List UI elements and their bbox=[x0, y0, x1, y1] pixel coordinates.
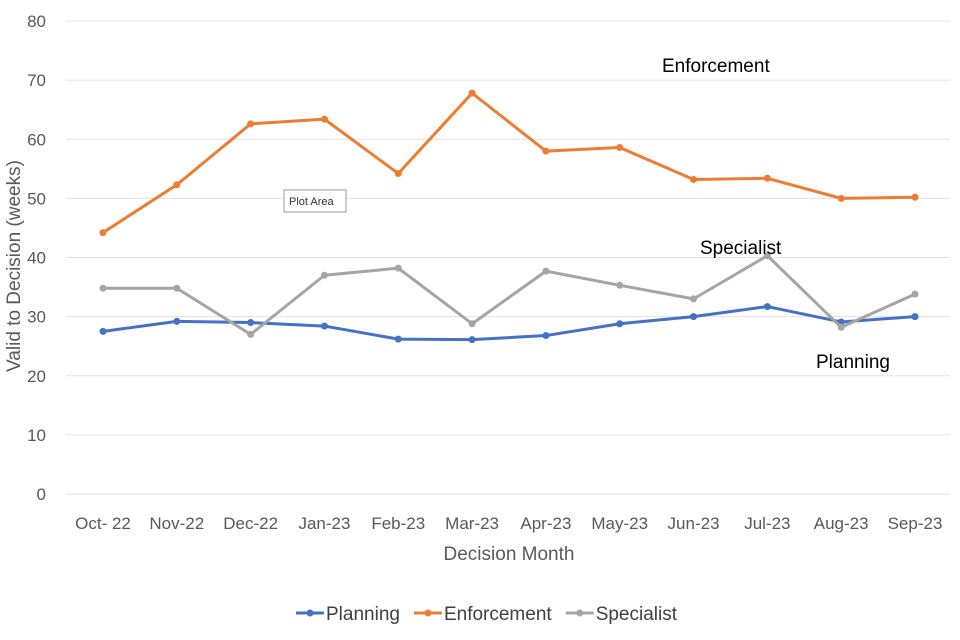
x-tick-label: Jan-23 bbox=[298, 514, 350, 533]
planning-point bbox=[247, 319, 255, 327]
x-tick-label: Apr-23 bbox=[520, 514, 571, 533]
enforcement-line bbox=[101, 91, 917, 235]
planning-line bbox=[101, 305, 917, 342]
specialist-annotation: Specialist bbox=[700, 238, 782, 259]
planning-annotation: Planning bbox=[816, 352, 890, 373]
enforcement-point bbox=[99, 229, 107, 237]
planning-point bbox=[394, 335, 402, 343]
planning-point bbox=[468, 336, 476, 344]
x-tick-label: Sep-23 bbox=[888, 514, 943, 533]
gridlines bbox=[66, 20, 950, 495]
y-tick-label: 10 bbox=[27, 426, 46, 445]
enforcement-series bbox=[99, 89, 919, 237]
enforcement-point bbox=[542, 147, 550, 155]
y-tick-label: 50 bbox=[27, 189, 46, 208]
legend-item-specialist: Specialist bbox=[565, 604, 678, 625]
y-tick-label: 30 bbox=[27, 308, 46, 327]
y-tick-label: 0 bbox=[37, 485, 46, 504]
specialist-point bbox=[690, 295, 698, 303]
x-tick-label: Jun-23 bbox=[668, 514, 720, 533]
planning-point bbox=[320, 322, 328, 330]
x-tick-labels: Oct- 22 Nov-22 Dec-22 Jan-23 Feb-23 Mar-23 Apr… bbox=[75, 514, 942, 533]
specialist-series bbox=[99, 252, 919, 338]
legend-marker-enforcement bbox=[424, 609, 432, 617]
enforcement-point bbox=[616, 144, 624, 152]
enforcement-point bbox=[468, 89, 476, 97]
x-tick-label: Mar-23 bbox=[445, 514, 499, 533]
y-axis-title: Valid to Decision (weeks) bbox=[4, 160, 25, 372]
specialist-point bbox=[616, 281, 624, 289]
legend-item-planning: Planning bbox=[296, 604, 400, 625]
enforcement-point bbox=[763, 174, 771, 182]
enforcement-point bbox=[320, 115, 328, 123]
enforcement-point bbox=[911, 193, 919, 201]
enforcement-annotation: Enforcement bbox=[662, 56, 770, 77]
specialist-point bbox=[320, 271, 328, 279]
y-tick-label: 70 bbox=[27, 71, 46, 90]
planning-point bbox=[173, 317, 181, 325]
plot-area-tooltip: Plot Area bbox=[283, 189, 347, 213]
enforcement-point bbox=[173, 181, 181, 189]
specialist-point bbox=[173, 284, 181, 292]
x-tick-label: Nov-22 bbox=[149, 514, 204, 533]
specialist-point bbox=[468, 320, 476, 328]
specialist-point bbox=[247, 330, 255, 338]
plot-area-tooltip-box bbox=[283, 189, 347, 213]
specialist-point bbox=[394, 264, 402, 272]
legend: Planning Enforcement Specialist bbox=[296, 604, 678, 625]
planning-series bbox=[99, 303, 919, 344]
plot-area-tooltip-text: Plot Area bbox=[289, 196, 335, 208]
legend-marker-planning bbox=[306, 609, 314, 617]
planning-point bbox=[763, 303, 771, 311]
y-tick-label: 80 bbox=[27, 12, 46, 31]
planning-point bbox=[616, 320, 624, 328]
legend-label-enforcement: Enforcement bbox=[444, 604, 552, 625]
planning-point bbox=[911, 313, 919, 321]
specialist-point bbox=[911, 290, 919, 298]
enforcement-point bbox=[837, 194, 845, 202]
y-tick-label: 60 bbox=[27, 130, 46, 149]
specialist-point bbox=[99, 284, 107, 292]
series-lines bbox=[99, 89, 919, 344]
x-tick-label: Dec-22 bbox=[223, 514, 278, 533]
y-tick-labels: 0 10 20 30 40 50 60 70 80 bbox=[27, 12, 46, 504]
planning-point bbox=[542, 332, 550, 340]
specialist-line bbox=[101, 254, 917, 336]
x-tick-label: Oct- 22 bbox=[75, 514, 131, 533]
enforcement-point bbox=[394, 170, 402, 178]
legend-item-enforcement: Enforcement bbox=[413, 604, 552, 625]
specialist-point bbox=[542, 267, 550, 275]
enforcement-point bbox=[247, 120, 255, 128]
x-tick-label: Feb-23 bbox=[371, 514, 425, 533]
x-axis-title: Decision Month bbox=[444, 544, 575, 565]
enforcement-point bbox=[690, 175, 698, 183]
planning-point bbox=[690, 313, 698, 321]
specialist-point bbox=[763, 252, 771, 260]
x-tick-label: May-23 bbox=[591, 514, 648, 533]
specialist-point bbox=[837, 323, 845, 331]
y-tick-label: 40 bbox=[27, 249, 46, 268]
x-tick-label: Aug-23 bbox=[814, 514, 869, 533]
x-tick-label: Jul-23 bbox=[744, 514, 790, 533]
y-tick-label: 20 bbox=[27, 367, 46, 386]
legend-marker-specialist bbox=[576, 609, 584, 617]
planning-point bbox=[99, 327, 107, 335]
legend-label-specialist: Specialist bbox=[596, 604, 678, 625]
legend-label-planning: Planning bbox=[326, 604, 400, 625]
